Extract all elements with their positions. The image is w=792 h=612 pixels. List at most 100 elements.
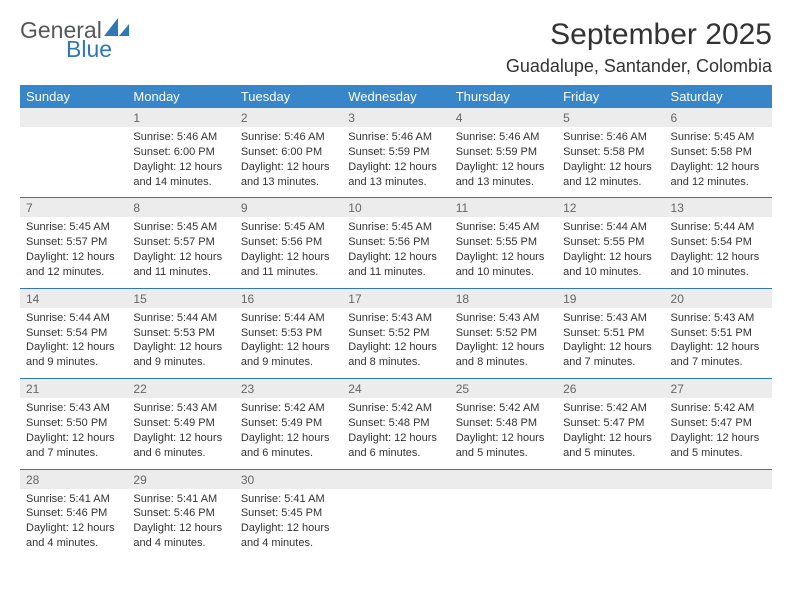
- sunrise-text: Sunrise: 5:44 AM: [671, 220, 766, 235]
- sunrise-text: Sunrise: 5:43 AM: [348, 311, 443, 326]
- daylight-text: Daylight: 12 hours and 4 minutes.: [133, 521, 228, 551]
- sunrise-text: Sunrise: 5:46 AM: [456, 130, 551, 145]
- info-cell: Sunrise: 5:46 AMSunset: 5:59 PMDaylight:…: [342, 127, 449, 198]
- sunrise-text: Sunrise: 5:42 AM: [563, 401, 658, 416]
- info-cell: Sunrise: 5:44 AMSunset: 5:55 PMDaylight:…: [557, 217, 664, 288]
- date-cell: 26: [557, 379, 664, 399]
- info-cell: Sunrise: 5:43 AMSunset: 5:50 PMDaylight:…: [20, 398, 127, 469]
- sunset-text: Sunset: 5:52 PM: [348, 326, 443, 341]
- info-cell: Sunrise: 5:42 AMSunset: 5:48 PMDaylight:…: [342, 398, 449, 469]
- sunrise-text: Sunrise: 5:41 AM: [241, 492, 336, 507]
- info-cell: Sunrise: 5:43 AMSunset: 5:52 PMDaylight:…: [450, 308, 557, 379]
- date-cell: 10: [342, 198, 449, 218]
- daylight-text: Daylight: 12 hours and 5 minutes.: [563, 431, 658, 461]
- info-cell: [342, 489, 449, 559]
- date-cell: 24: [342, 379, 449, 399]
- date-cell: 3: [342, 108, 449, 127]
- sunset-text: Sunset: 5:56 PM: [348, 235, 443, 250]
- info-cell: Sunrise: 5:46 AMSunset: 5:59 PMDaylight:…: [450, 127, 557, 198]
- info-cell: Sunrise: 5:45 AMSunset: 5:57 PMDaylight:…: [20, 217, 127, 288]
- info-cell: Sunrise: 5:46 AMSunset: 6:00 PMDaylight:…: [235, 127, 342, 198]
- info-cell: [665, 489, 772, 559]
- date-row: 282930: [20, 469, 772, 489]
- sunrise-text: Sunrise: 5:46 AM: [133, 130, 228, 145]
- day-header: Tuesday: [235, 85, 342, 108]
- info-cell: Sunrise: 5:43 AMSunset: 5:51 PMDaylight:…: [557, 308, 664, 379]
- info-cell: Sunrise: 5:45 AMSunset: 5:56 PMDaylight:…: [342, 217, 449, 288]
- sunset-text: Sunset: 5:48 PM: [456, 416, 551, 431]
- date-cell: 21: [20, 379, 127, 399]
- sunset-text: Sunset: 5:57 PM: [133, 235, 228, 250]
- date-cell: 1: [127, 108, 234, 127]
- date-cell: 5: [557, 108, 664, 127]
- daylight-text: Daylight: 12 hours and 9 minutes.: [241, 340, 336, 370]
- date-cell: 25: [450, 379, 557, 399]
- info-cell: Sunrise: 5:43 AMSunset: 5:52 PMDaylight:…: [342, 308, 449, 379]
- sunrise-text: Sunrise: 5:44 AM: [133, 311, 228, 326]
- sunset-text: Sunset: 5:56 PM: [241, 235, 336, 250]
- daylight-text: Daylight: 12 hours and 6 minutes.: [133, 431, 228, 461]
- daylight-text: Daylight: 12 hours and 13 minutes.: [241, 160, 336, 190]
- daylight-text: Daylight: 12 hours and 5 minutes.: [671, 431, 766, 461]
- info-cell: [20, 127, 127, 198]
- date-cell: 15: [127, 288, 234, 308]
- daylight-text: Daylight: 12 hours and 6 minutes.: [241, 431, 336, 461]
- date-cell: 6: [665, 108, 772, 127]
- sunset-text: Sunset: 5:51 PM: [563, 326, 658, 341]
- date-cell: 27: [665, 379, 772, 399]
- calendar-body: 123456Sunrise: 5:46 AMSunset: 6:00 PMDay…: [20, 108, 772, 559]
- daylight-text: Daylight: 12 hours and 13 minutes.: [456, 160, 551, 190]
- sunrise-text: Sunrise: 5:46 AM: [348, 130, 443, 145]
- daylight-text: Daylight: 12 hours and 11 minutes.: [348, 250, 443, 280]
- info-cell: Sunrise: 5:42 AMSunset: 5:47 PMDaylight:…: [665, 398, 772, 469]
- daylight-text: Daylight: 12 hours and 12 minutes.: [671, 160, 766, 190]
- info-row: Sunrise: 5:43 AMSunset: 5:50 PM Daylight:…: [20, 398, 772, 469]
- sunset-text: Sunset: 5:59 PM: [348, 145, 443, 160]
- sunrise-text: Sunrise: 5:41 AM: [133, 492, 228, 507]
- daylight-text: Daylight: 12 hours and 4 minutes.: [241, 521, 336, 551]
- sunset-text: Sunset: 5:46 PM: [133, 506, 228, 521]
- info-cell: Sunrise: 5:44 AMSunset: 5:54 PMDaylight:…: [665, 217, 772, 288]
- date-cell: [665, 469, 772, 489]
- info-cell: Sunrise: 5:46 AMSunset: 6:00 PMDaylight:…: [127, 127, 234, 198]
- daylight-text: Daylight: 12 hours and 7 minutes.: [671, 340, 766, 370]
- date-cell: 22: [127, 379, 234, 399]
- daylight-text: Daylight: 12 hours and 14 minutes.: [133, 160, 228, 190]
- date-cell: 30: [235, 469, 342, 489]
- month-title: September 2025: [506, 18, 772, 52]
- info-cell: Sunrise: 5:44 AMSunset: 5:54 PMDaylight:…: [20, 308, 127, 379]
- sunrise-text: Sunrise: 5:44 AM: [241, 311, 336, 326]
- daylight-text: Daylight: 12 hours and 8 minutes.: [456, 340, 551, 370]
- daylight-text: Daylight: 12 hours and 13 minutes.: [348, 160, 443, 190]
- date-cell: 17: [342, 288, 449, 308]
- date-cell: 16: [235, 288, 342, 308]
- sunset-text: Sunset: 5:54 PM: [671, 235, 766, 250]
- sunset-text: Sunset: 5:50 PM: [26, 416, 121, 431]
- date-cell: 4: [450, 108, 557, 127]
- sunset-text: Sunset: 5:49 PM: [241, 416, 336, 431]
- date-cell: 12: [557, 198, 664, 218]
- date-row: 21222324252627: [20, 379, 772, 399]
- daylight-text: Daylight: 12 hours and 10 minutes.: [671, 250, 766, 280]
- daylight-text: Daylight: 12 hours and 10 minutes.: [563, 250, 658, 280]
- info-cell: Sunrise: 5:42 AMSunset: 5:49 PMDaylight:…: [235, 398, 342, 469]
- sunrise-text: Sunrise: 5:43 AM: [26, 401, 121, 416]
- sunrise-text: Sunrise: 5:45 AM: [26, 220, 121, 235]
- day-header: Thursday: [450, 85, 557, 108]
- sunset-text: Sunset: 5:51 PM: [671, 326, 766, 341]
- daylight-text: Daylight: 12 hours and 10 minutes.: [456, 250, 551, 280]
- info-cell: Sunrise: 5:42 AMSunset: 5:47 PMDaylight:…: [557, 398, 664, 469]
- date-cell: 23: [235, 379, 342, 399]
- sunset-text: Sunset: 5:58 PM: [563, 145, 658, 160]
- date-row: 78910111213: [20, 198, 772, 218]
- info-cell: Sunrise: 5:41 AMSunset: 5:46 PMDaylight:…: [127, 489, 234, 559]
- date-cell: 13: [665, 198, 772, 218]
- day-header-row: Sunday Monday Tuesday Wednesday Thursday…: [20, 85, 772, 108]
- sunset-text: Sunset: 5:52 PM: [456, 326, 551, 341]
- date-row: 123456: [20, 108, 772, 127]
- daylight-text: Daylight: 12 hours and 4 minutes.: [26, 521, 121, 551]
- sunset-text: Sunset: 5:47 PM: [671, 416, 766, 431]
- info-cell: Sunrise: 5:45 AMSunset: 5:56 PMDaylight:…: [235, 217, 342, 288]
- date-cell: 20: [665, 288, 772, 308]
- sunrise-text: Sunrise: 5:42 AM: [348, 401, 443, 416]
